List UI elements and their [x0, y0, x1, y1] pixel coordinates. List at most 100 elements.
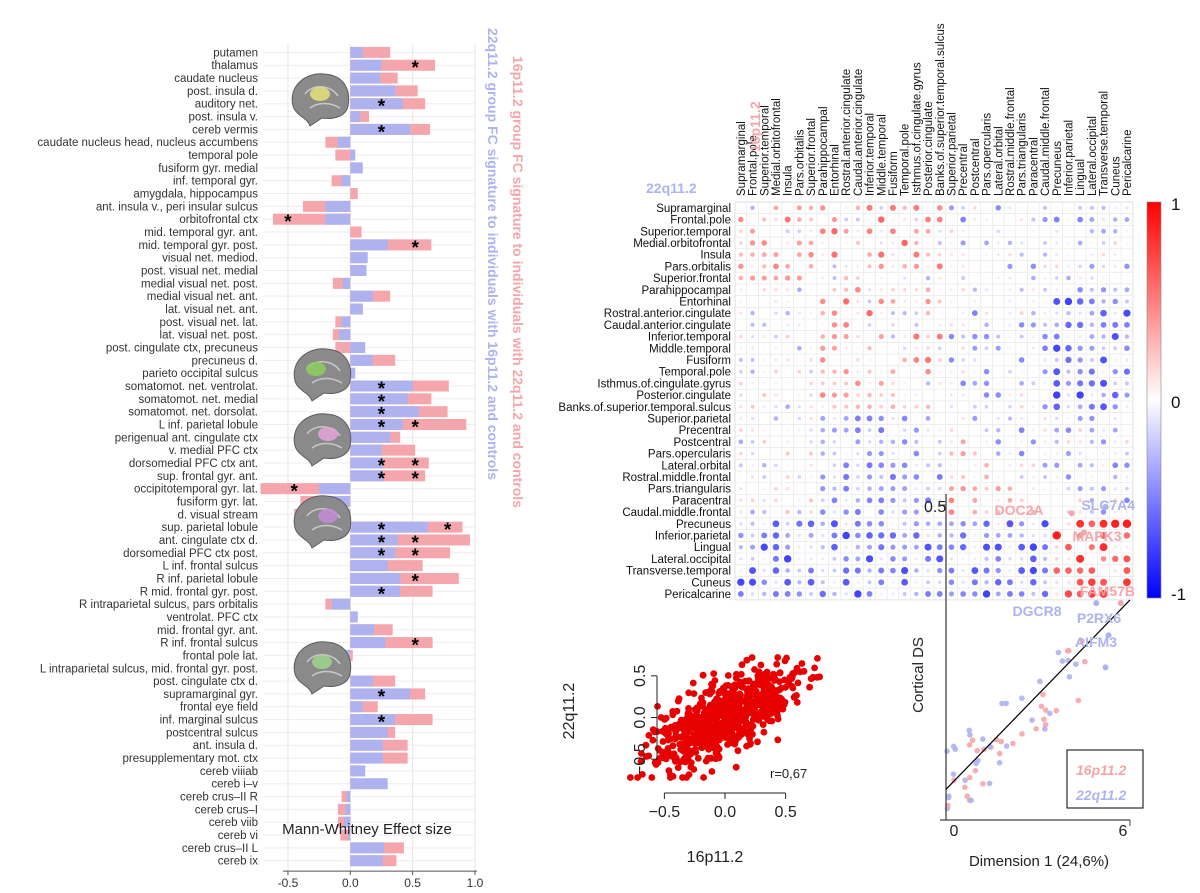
region-label: ant. insula d. — [193, 740, 258, 752]
matrix-dot — [843, 275, 849, 281]
matrix-dot — [832, 416, 836, 420]
matrix-dot — [984, 556, 989, 561]
matrix-dot — [1078, 335, 1082, 339]
matrix-dot — [950, 288, 953, 292]
brain-fold — [309, 102, 341, 109]
matrix-dot — [902, 498, 907, 503]
matrix-dot — [973, 557, 977, 561]
matrix-dot — [866, 591, 873, 597]
gene-scatter-legend: 16p11.2 22q11.2 — [1066, 749, 1144, 809]
matrix-dot — [751, 487, 754, 490]
matrix-dot — [750, 228, 756, 234]
matrix-dot — [1020, 440, 1024, 444]
scatter-point — [816, 673, 823, 681]
matrix-dot — [949, 229, 954, 234]
bar-16p11-2 — [337, 816, 351, 828]
matrix-dot — [833, 206, 836, 210]
matrix-dot — [913, 228, 919, 234]
scatter-point — [776, 669, 784, 677]
matrix-dot — [925, 416, 931, 421]
matrix-dot — [774, 452, 778, 455]
matrix-dot — [973, 206, 977, 210]
matrix-dot — [809, 311, 813, 315]
matrix-dot — [772, 555, 779, 562]
column-label: Paracentral — [1028, 137, 1040, 196]
brain-highlight — [318, 427, 338, 441]
matrix-dot — [879, 241, 883, 245]
region-label: post. insula d. — [187, 86, 258, 98]
matrix-dot — [1054, 462, 1060, 468]
matrix-dot — [843, 228, 849, 234]
matrix-dot — [1053, 344, 1061, 352]
matrix-dot — [914, 299, 918, 303]
matrix-dot — [856, 311, 860, 315]
matrix-dot — [890, 556, 896, 562]
region-label: dorsomedial PFC ctx post. — [123, 548, 258, 560]
gene-point — [974, 747, 980, 754]
matrix-dot — [949, 405, 954, 409]
bar-22q11-2 — [350, 457, 383, 469]
matrix-dot — [1089, 486, 1094, 491]
scatter-point — [738, 661, 746, 669]
matrix-dot — [925, 521, 931, 527]
scatter-point — [759, 721, 767, 728]
matrix-dot — [796, 205, 802, 211]
matrix-dot — [786, 428, 790, 432]
matrix-dot — [750, 451, 755, 456]
region-label: presupplementary mot. ctx — [122, 753, 258, 765]
matrix-dot — [1066, 557, 1071, 561]
matrix-dot — [889, 473, 896, 480]
matrix-dot — [1031, 591, 1036, 596]
matrix-dot — [763, 206, 766, 210]
matrix-dot — [1018, 450, 1025, 457]
matrix-dot — [739, 229, 743, 234]
brain-fold — [311, 442, 343, 449]
matrix-dot — [1101, 241, 1106, 245]
matrix-dot — [879, 557, 883, 561]
significance-star: * — [290, 482, 298, 503]
matrix-dot — [1101, 299, 1106, 304]
matrix-dot — [772, 543, 780, 551]
matrix-dot — [936, 333, 943, 340]
matrix-dot — [1088, 578, 1096, 587]
matrix-dot — [1065, 356, 1072, 364]
row-label: Temporal.pole — [659, 367, 731, 379]
gene-point — [1041, 716, 1047, 723]
matrix-dot — [844, 358, 848, 362]
bar-22q11-2 — [350, 252, 368, 264]
matrix-dot — [785, 521, 790, 526]
matrix-dot — [996, 288, 1000, 292]
effect-size-axis-label: Mann-Whitney Effect size — [282, 821, 452, 838]
matrix-dot — [821, 323, 825, 327]
matrix-dot — [1053, 379, 1061, 387]
matrix-dot — [901, 462, 908, 469]
matrix-dot — [1042, 567, 1049, 574]
matrix-dot — [1077, 216, 1083, 223]
matrix-dot — [1088, 544, 1095, 551]
gene-point — [969, 737, 976, 743]
region-label: thalamus — [211, 60, 258, 72]
scatter-point — [698, 744, 706, 751]
matrix-dot — [786, 382, 789, 385]
matrix-dot — [971, 579, 978, 586]
matrix-dot — [961, 474, 966, 479]
region-label: d. visual stream — [177, 509, 258, 521]
significance-star: * — [378, 520, 386, 541]
matrix-dot — [1054, 358, 1059, 362]
y-tick-label: 0.5 — [632, 665, 649, 687]
matrix-dot — [1125, 358, 1129, 362]
matrix-dot — [973, 428, 977, 432]
matrix-dot — [913, 474, 920, 480]
matrix-dot — [1020, 265, 1023, 268]
scatter-point — [716, 700, 724, 708]
matrix-dot — [1089, 427, 1095, 433]
matrix-dot — [938, 323, 942, 327]
gene-point-labeled — [1105, 632, 1112, 639]
matrix-dot — [856, 229, 860, 233]
colorbar: 10-1 — [1146, 195, 1186, 604]
matrix-dot — [1043, 264, 1047, 269]
matrix-dot — [938, 288, 942, 292]
scatter-point — [681, 724, 689, 731]
region-label: dorsomedial PFC ctx ant. — [129, 458, 258, 470]
matrix-dot — [737, 578, 745, 586]
